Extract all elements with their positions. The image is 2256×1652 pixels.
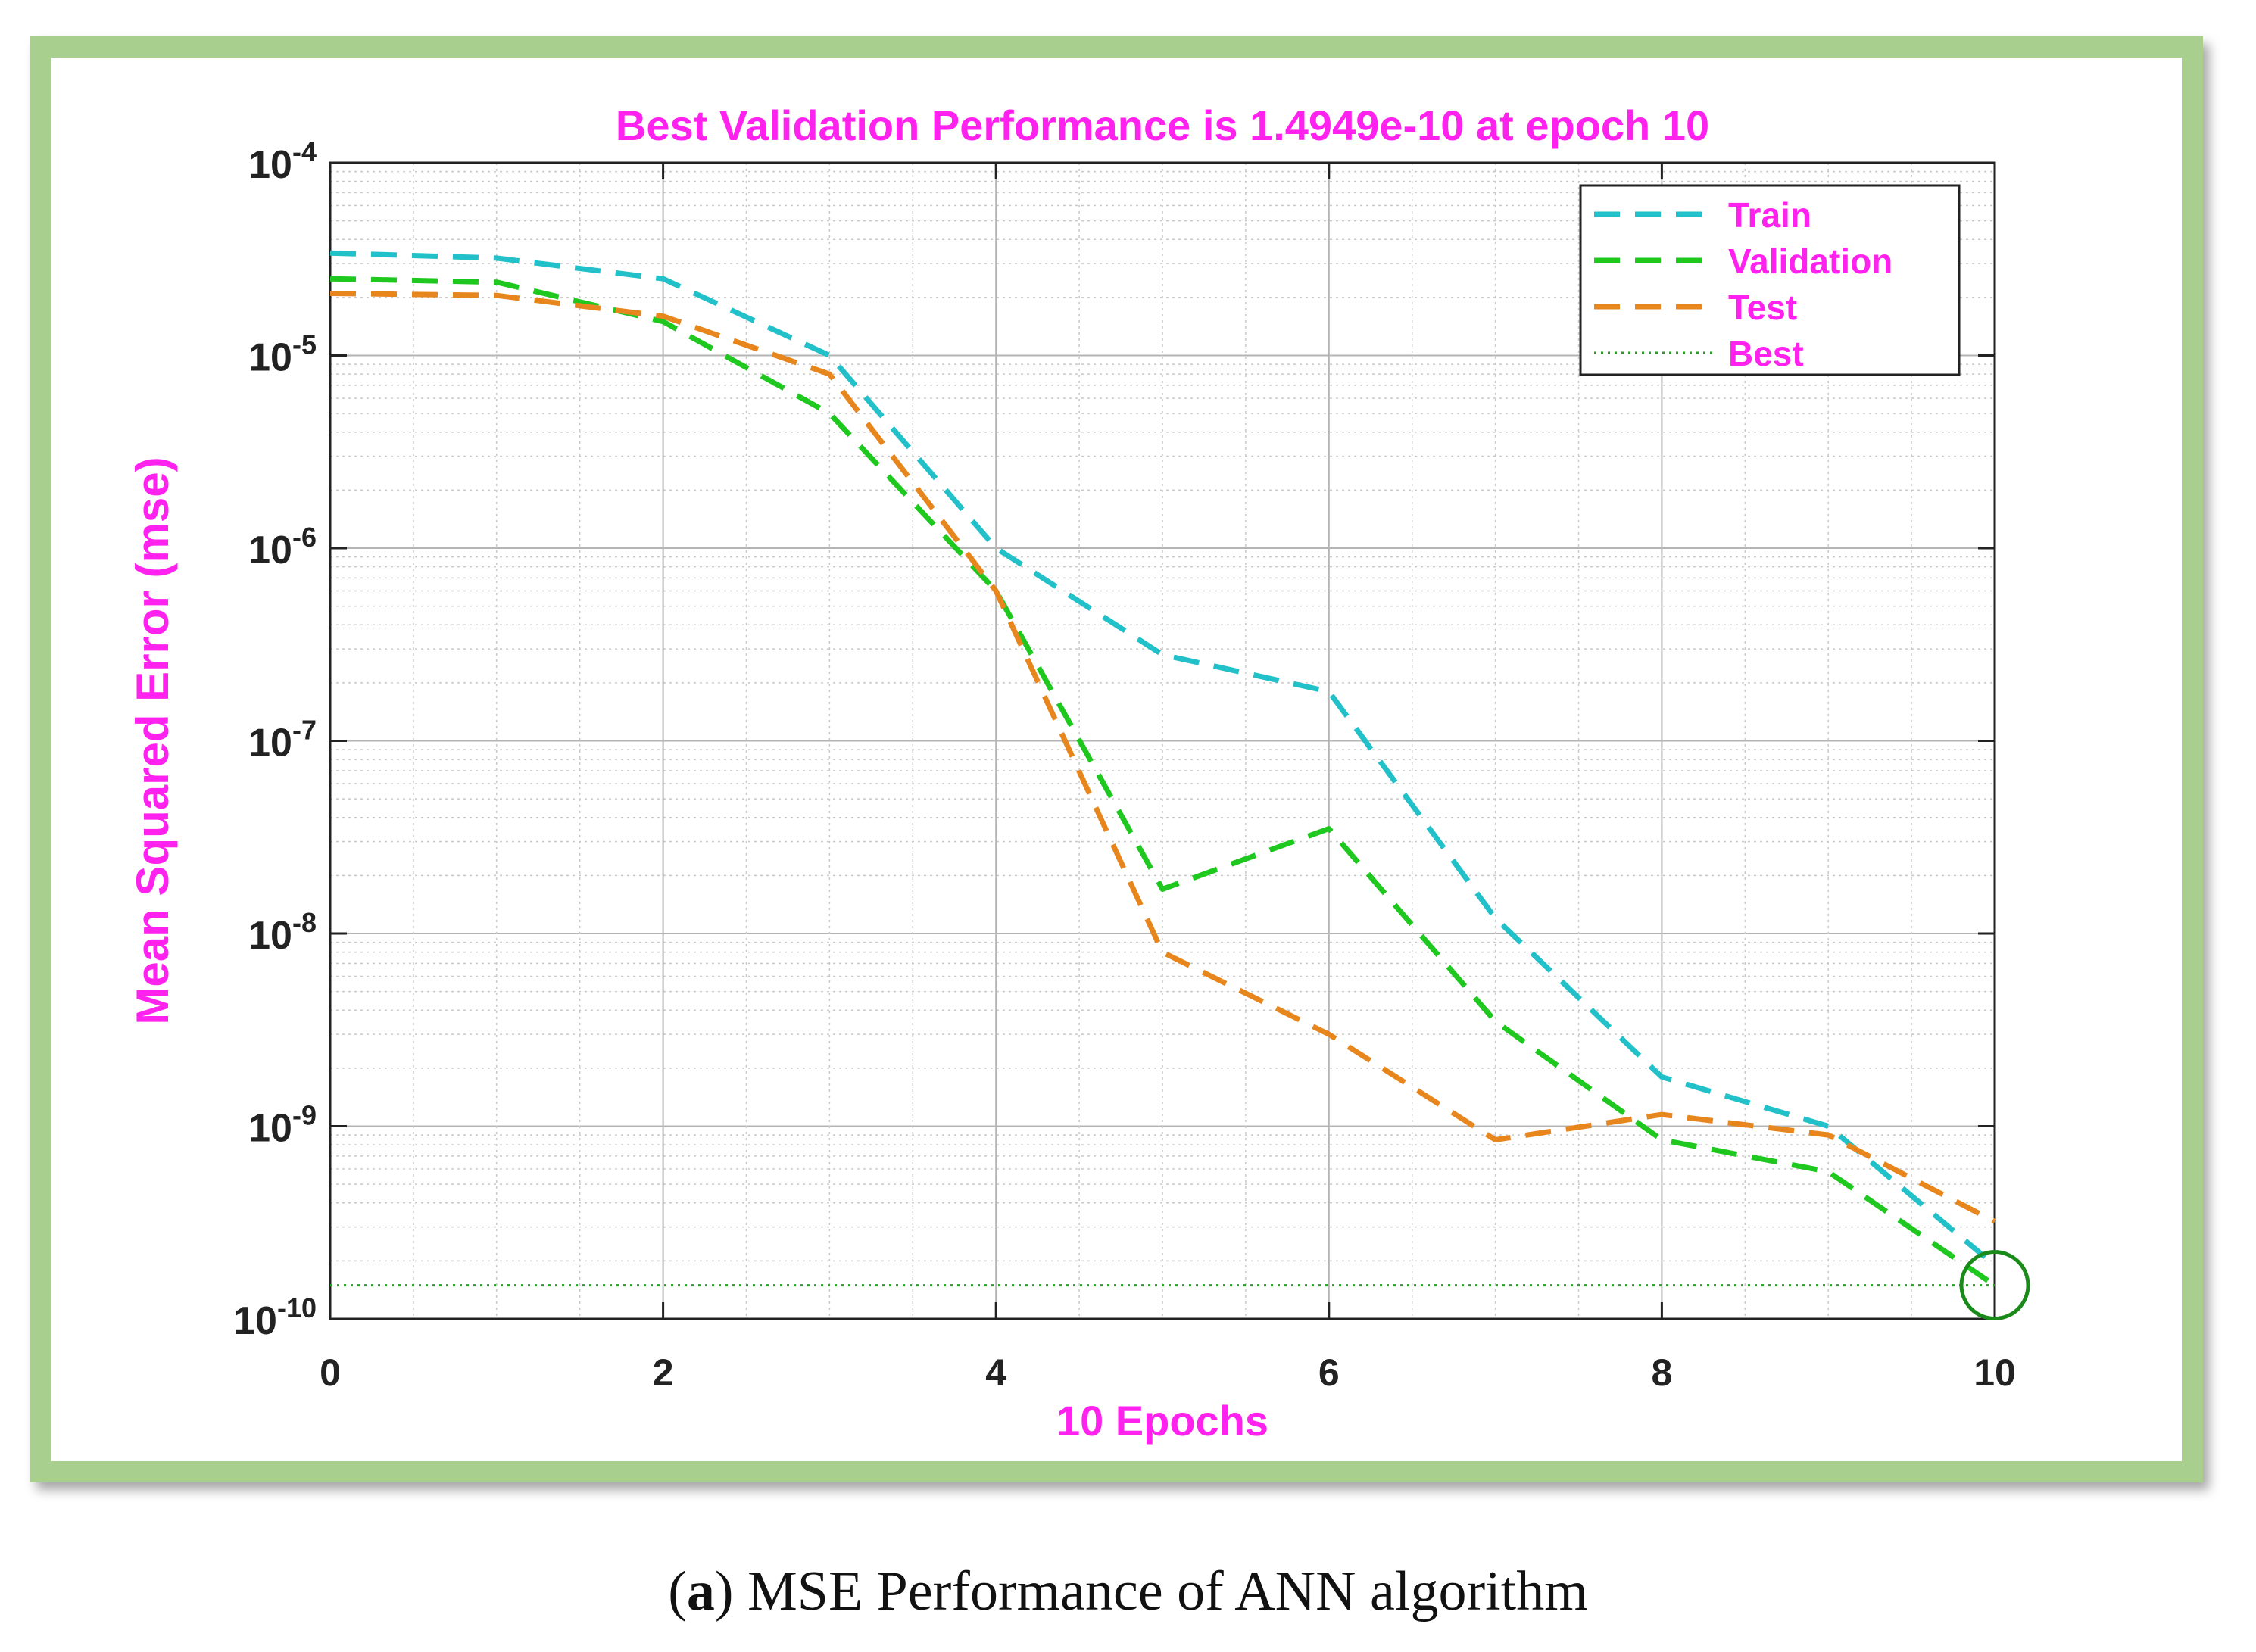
caption-text: MSE Performance of ANN algorithm [747,1560,1588,1622]
chart-title: Best Validation Performance is 1.4949e-1… [616,101,1709,149]
x-tick-label: 8 [1651,1351,1672,1394]
y-tick-label: 10-6 [248,522,317,572]
y-tick-label: 10-7 [248,715,317,765]
legend-label-best: Best [1728,334,1804,373]
y-tick-label: 10-9 [248,1100,317,1151]
y-tick-label: 10-8 [248,907,317,958]
y-tick-label: 10-5 [248,329,317,380]
tick-labels: 0 2 4 6 8 10 10-4 10-5 10-6 10-7 10-8 10-9 10-10 [233,136,2016,1394]
figure-caption: (a) MSE Performance of ANN algorithm [668,1560,1588,1622]
legend: Train Validation Test Best [1579,184,1961,376]
x-tick-label: 4 [985,1351,1006,1394]
legend-label-train: Train [1728,195,1811,235]
x-tick-label: 0 [320,1351,341,1394]
caption-letter: a [686,1560,715,1622]
y-axis-label: Mean Squared Error (mse) [127,457,178,1024]
x-tick-label: 10 [1974,1351,2016,1394]
x-axis-label: 10 Epochs [1056,1397,1268,1445]
legend-box [1579,184,1961,376]
y-tick-label: 10-10 [233,1292,317,1343]
y-tick-label: 10-4 [248,136,317,187]
x-tick-label: 6 [1318,1351,1340,1394]
grid [330,163,1995,1319]
x-tick-label: 2 [653,1351,674,1394]
legend-label-validation: Validation [1728,242,1892,281]
legend-label-test: Test [1728,288,1797,327]
best-point-marker [1959,1250,2030,1321]
series [329,250,2030,1321]
tick-marks [329,161,1996,1320]
series-validation [329,276,1996,1288]
